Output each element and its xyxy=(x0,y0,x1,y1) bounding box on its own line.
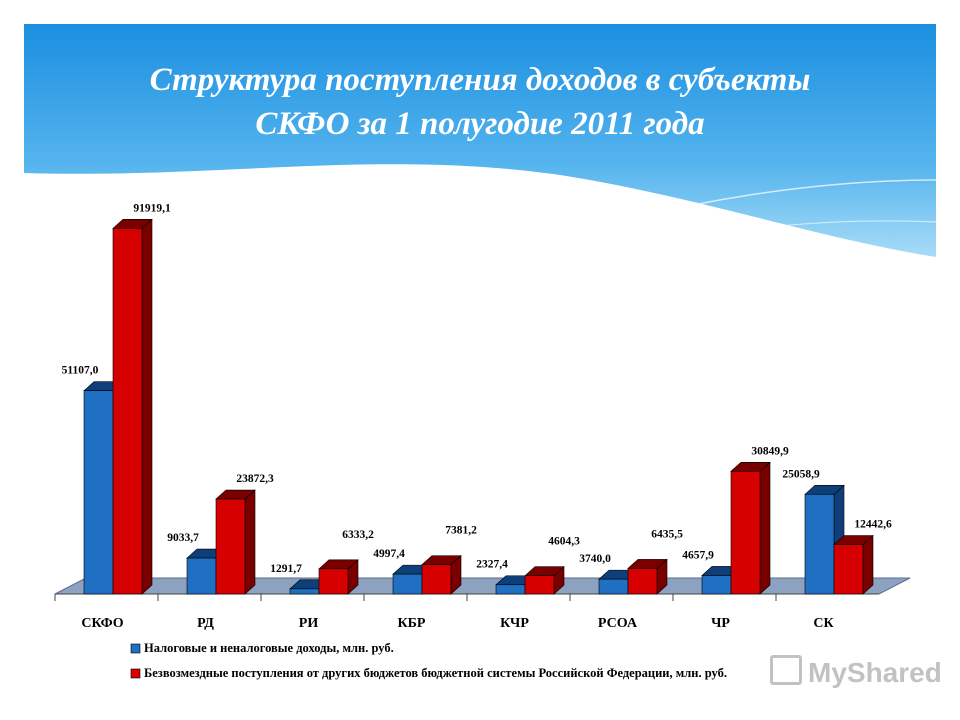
data-label: 6333,2 xyxy=(342,529,374,541)
slide-title-line2: СКФО за 1 полугодие 2011 года xyxy=(255,106,705,142)
bar-transfers xyxy=(627,558,668,595)
data-label: 91919,1 xyxy=(133,202,171,214)
x-tick-label: РСОА xyxy=(598,616,638,631)
bar-transfers xyxy=(730,461,771,595)
data-label: 1291,7 xyxy=(270,563,302,575)
x-tick-label: РД xyxy=(197,616,214,631)
watermark: MyShared xyxy=(770,655,942,689)
header-band xyxy=(23,24,937,259)
data-label: 4604,3 xyxy=(548,536,580,548)
data-label: 9033,7 xyxy=(167,532,199,544)
legend-label: Безвозмездные поступления от других бюдж… xyxy=(144,666,727,680)
data-label: 23872,3 xyxy=(236,473,274,485)
header-background xyxy=(24,24,936,258)
header-wave-line xyxy=(559,179,937,241)
bar-transfers xyxy=(215,489,256,595)
x-tick-label: СКФО xyxy=(81,616,123,631)
legend-label: Налоговые и неналоговые доходы, млн. руб… xyxy=(144,641,394,655)
slide-title: Структура поступления доходов в субъекты… xyxy=(40,58,920,146)
bar-transfers xyxy=(833,534,874,595)
chart-floor xyxy=(54,577,911,595)
data-label: 12442,6 xyxy=(854,519,892,531)
data-label: 30849,9 xyxy=(751,445,789,457)
chart-legend: Налоговые и неналоговые доходы, млн. руб… xyxy=(130,641,727,680)
x-tick-label: КЧР xyxy=(500,616,529,631)
x-tick-label: ЧР xyxy=(711,616,730,631)
watermark-text: MyShared xyxy=(808,657,942,688)
bar-transfers xyxy=(524,566,565,595)
x-tick-label: РИ xyxy=(299,616,319,631)
legend-swatch xyxy=(130,668,141,679)
bar-transfers xyxy=(421,554,462,595)
bar-transfers xyxy=(318,559,359,595)
x-tick-label: СК xyxy=(813,616,834,631)
bar-chart: СКФО 51107,0 91919,1 РД 9033,7 23872,3 РИ 1291,… xyxy=(54,202,911,631)
legend-swatch xyxy=(130,643,141,654)
presentation-icon xyxy=(770,655,802,685)
data-label: 25058,9 xyxy=(782,468,820,480)
header-wave-line xyxy=(639,220,937,251)
slide-title-line1: Структура поступления доходов в субъекты xyxy=(149,62,811,98)
bar-transfers xyxy=(112,218,153,595)
data-label: 6435,5 xyxy=(651,528,683,540)
data-label: 4997,4 xyxy=(373,548,405,560)
header-wave xyxy=(23,164,937,259)
data-label: 3740,0 xyxy=(579,553,611,565)
data-label: 2327,4 xyxy=(476,559,508,571)
data-label: 4657,9 xyxy=(682,549,714,561)
x-tick-label: КБР xyxy=(398,616,426,631)
data-label: 51107,0 xyxy=(62,365,99,377)
data-label: 7381,2 xyxy=(445,525,477,537)
